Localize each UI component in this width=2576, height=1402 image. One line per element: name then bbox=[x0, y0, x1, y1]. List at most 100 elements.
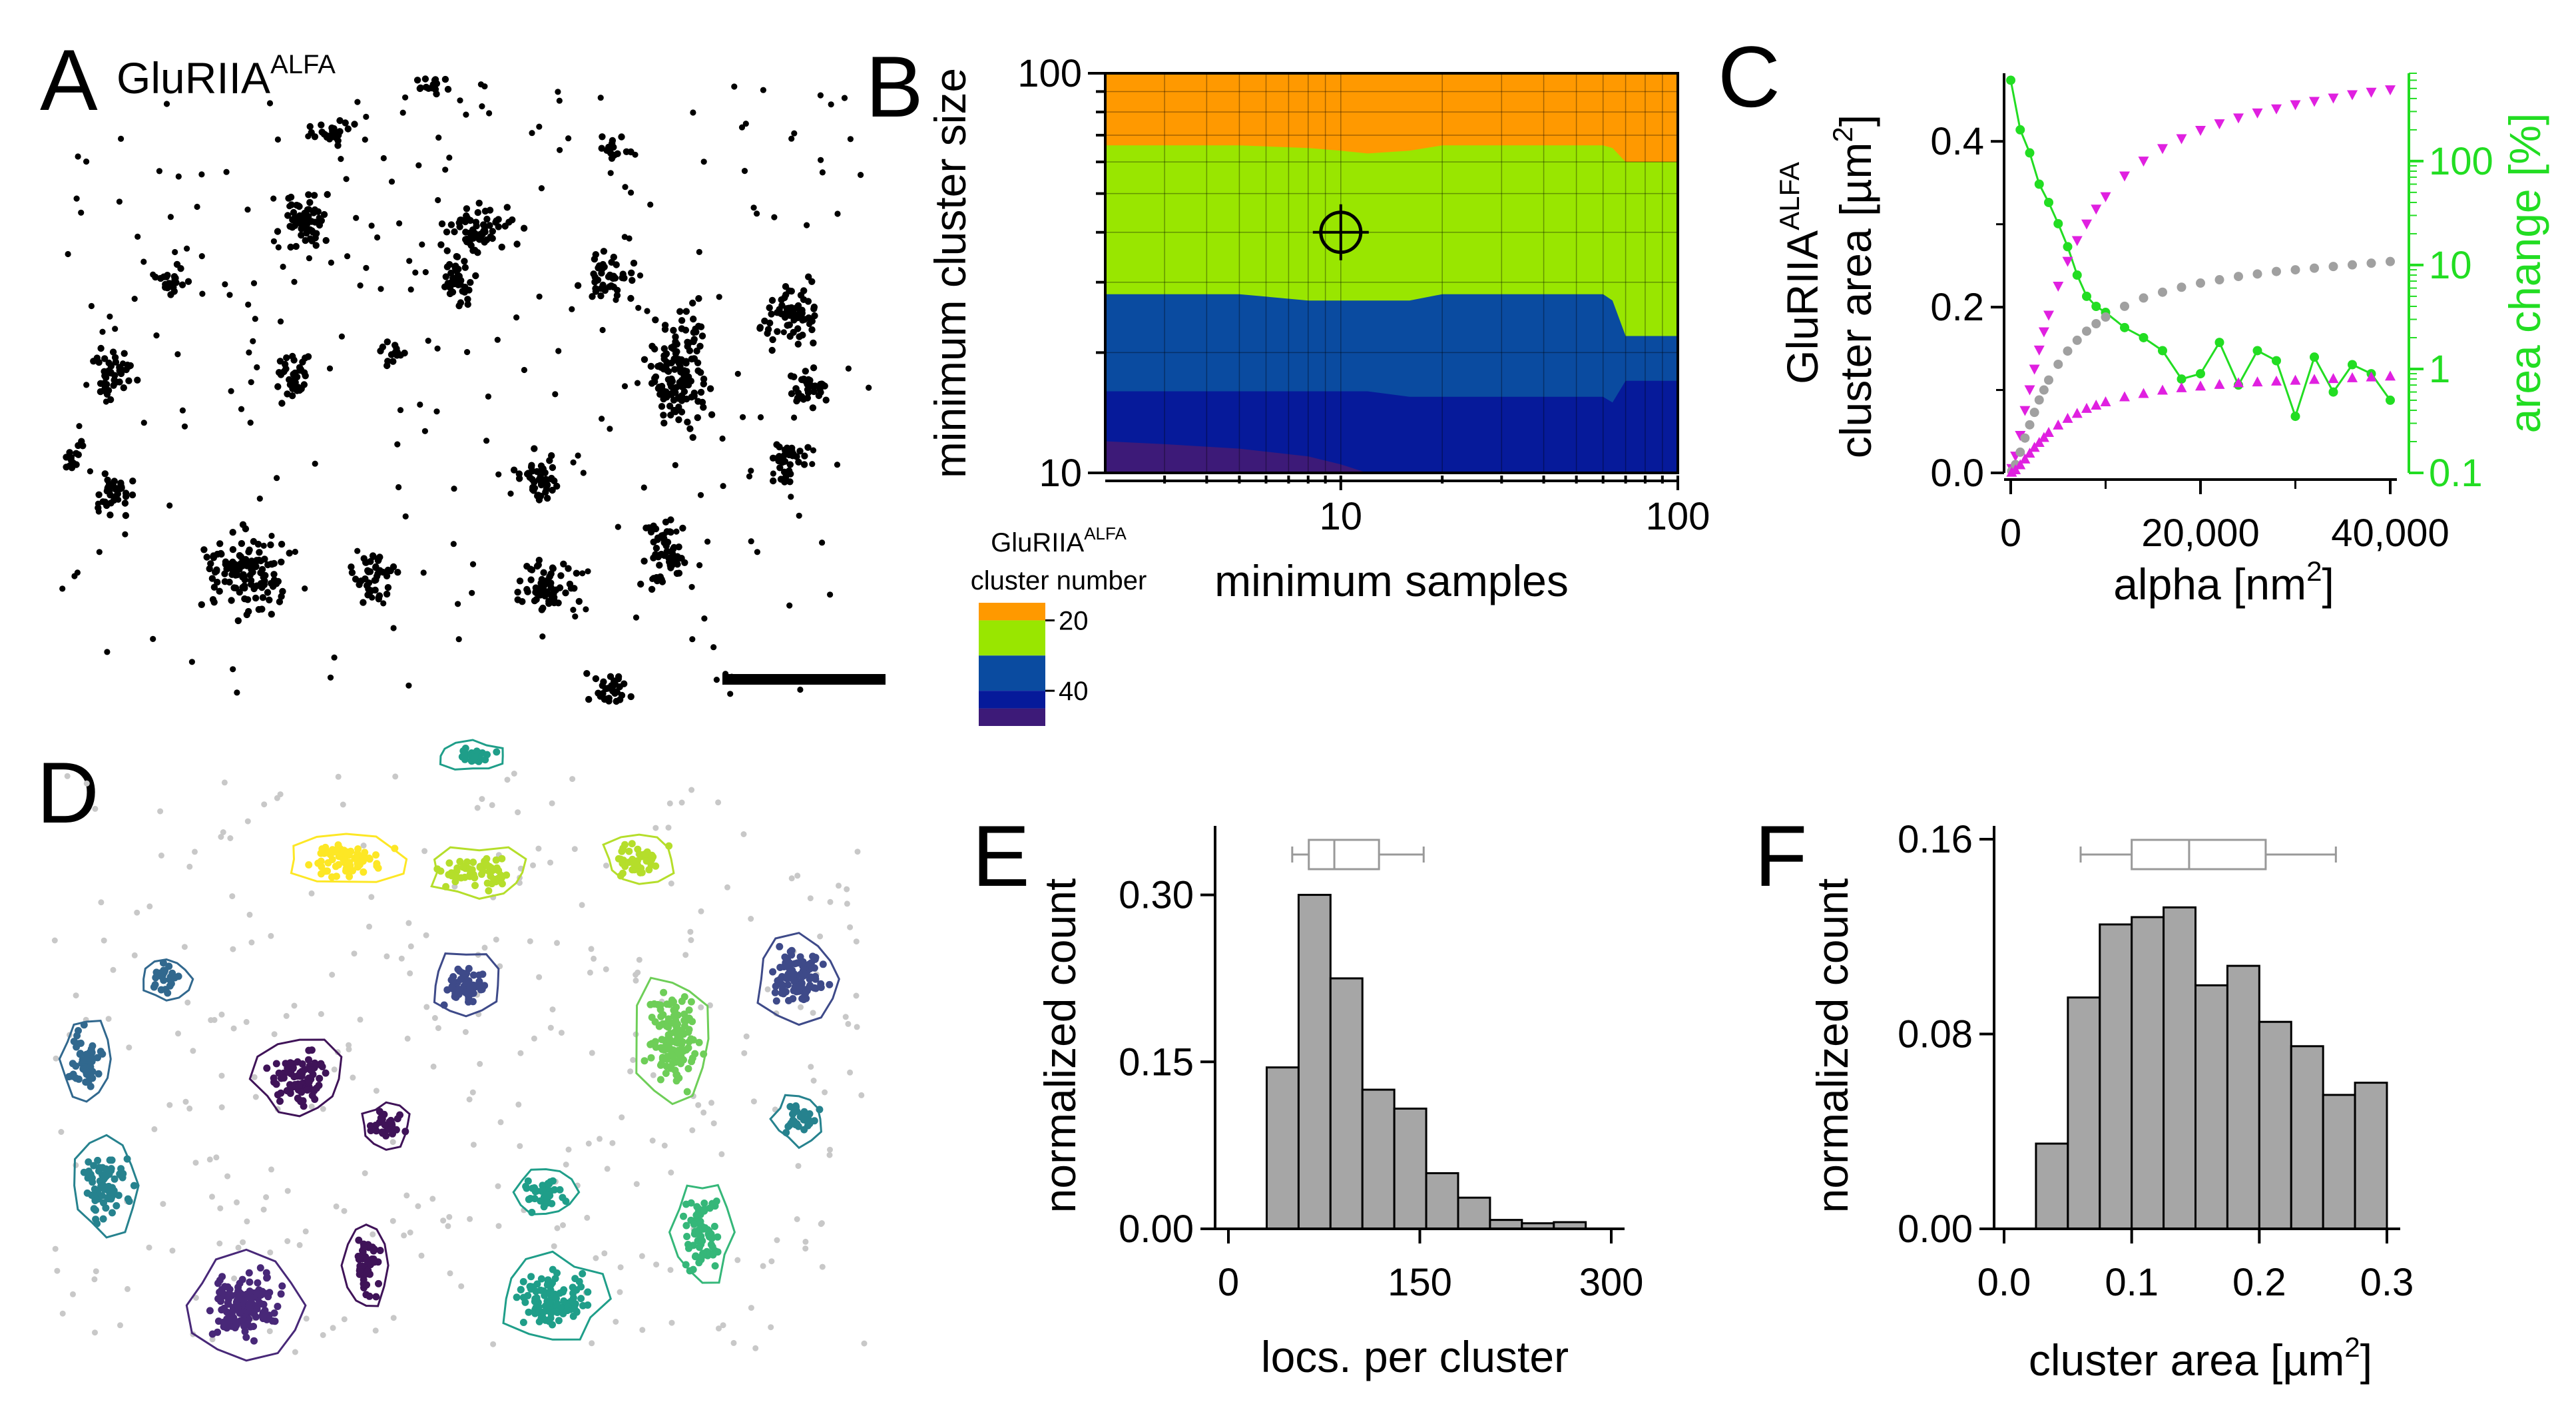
noise-point bbox=[277, 791, 284, 798]
noise-point bbox=[667, 1267, 674, 1273]
noise-point bbox=[192, 1160, 199, 1166]
noise-point bbox=[836, 882, 842, 889]
localization-point bbox=[510, 466, 518, 474]
localization-point bbox=[279, 587, 286, 595]
noise-point bbox=[688, 937, 694, 943]
localization-point bbox=[326, 133, 332, 139]
noise-point bbox=[724, 884, 730, 890]
localization-point bbox=[789, 452, 796, 460]
localization-point bbox=[481, 238, 488, 246]
x-tick-label: 0.0 bbox=[1977, 1261, 2031, 1304]
area-change-point bbox=[2328, 387, 2338, 397]
cluster-point bbox=[378, 1128, 386, 1136]
cluster-point bbox=[685, 1006, 693, 1014]
cluster-point bbox=[521, 1298, 529, 1306]
localization-point bbox=[641, 484, 647, 491]
localization-point bbox=[738, 124, 746, 131]
noise-point bbox=[530, 862, 536, 869]
noise-point bbox=[493, 936, 499, 943]
cluster-point bbox=[525, 1308, 533, 1316]
localization-point bbox=[298, 231, 305, 239]
localization-point bbox=[748, 538, 754, 545]
noise-point bbox=[398, 955, 405, 962]
localization-point bbox=[280, 263, 286, 270]
area-change-point bbox=[2072, 270, 2082, 280]
cluster-point bbox=[298, 1060, 306, 1068]
localization-point bbox=[316, 221, 324, 229]
noise-point bbox=[260, 1206, 267, 1213]
localization-point bbox=[774, 328, 781, 335]
cluster-point bbox=[152, 968, 160, 976]
localization-point bbox=[107, 512, 114, 519]
noise-point bbox=[302, 1228, 309, 1235]
localization-point bbox=[543, 482, 551, 489]
localization-point bbox=[110, 483, 117, 490]
panel-label-c: C bbox=[1718, 28, 1780, 125]
localization-point bbox=[766, 319, 774, 327]
localization-point bbox=[546, 457, 553, 464]
cluster-point bbox=[788, 966, 796, 974]
localization-point bbox=[306, 255, 312, 262]
localization-point bbox=[241, 595, 248, 603]
localization-point bbox=[312, 242, 320, 249]
localization-point bbox=[770, 477, 777, 485]
localization-point bbox=[331, 654, 338, 661]
localization-point bbox=[95, 358, 103, 366]
noise-point bbox=[184, 999, 191, 1006]
noise-point bbox=[707, 1002, 713, 1008]
noise-point bbox=[827, 1146, 833, 1153]
localization-point bbox=[754, 549, 760, 555]
localization-point bbox=[690, 315, 697, 323]
panel-b-xlabel: minimum samples bbox=[1214, 556, 1569, 605]
noise-point bbox=[101, 937, 107, 944]
cluster-point bbox=[664, 1023, 672, 1031]
cluster-point bbox=[260, 1301, 268, 1308]
localization-point bbox=[673, 559, 680, 566]
localization-point bbox=[369, 552, 377, 559]
localization-point bbox=[348, 563, 355, 571]
localization-point bbox=[246, 349, 252, 356]
localization-point bbox=[344, 253, 351, 260]
localization-point bbox=[131, 296, 138, 302]
localization-point bbox=[778, 296, 785, 304]
noise-point bbox=[633, 977, 639, 984]
localization-point bbox=[198, 601, 205, 608]
localization-point bbox=[804, 222, 810, 228]
localization-point bbox=[598, 145, 605, 152]
cluster-point bbox=[776, 942, 784, 950]
localization-point bbox=[450, 541, 457, 547]
noise-point bbox=[470, 1142, 477, 1148]
localization-point bbox=[389, 563, 397, 571]
series-lower-point bbox=[2019, 453, 2031, 464]
noise-point bbox=[243, 1018, 250, 1025]
cluster-point bbox=[298, 1070, 306, 1078]
localization-point bbox=[435, 135, 442, 141]
localization-point bbox=[607, 170, 614, 176]
localization-point bbox=[552, 586, 560, 593]
localization-point bbox=[292, 548, 298, 555]
noise-point bbox=[126, 1044, 132, 1051]
localization-point bbox=[457, 97, 463, 104]
localization-point bbox=[140, 258, 147, 265]
cluster-point bbox=[791, 983, 799, 991]
localization-point bbox=[253, 582, 260, 589]
localization-point bbox=[806, 320, 813, 328]
cluster-point bbox=[477, 871, 485, 878]
x-tick-label: 40,000 bbox=[2331, 512, 2449, 555]
cluster-point bbox=[555, 1317, 563, 1325]
localization-point bbox=[761, 317, 768, 325]
localization-point bbox=[628, 189, 635, 196]
localization-point bbox=[804, 386, 812, 394]
localization-point bbox=[372, 563, 380, 571]
noise-point bbox=[435, 1025, 441, 1032]
localization-point bbox=[310, 192, 318, 199]
cluster-point bbox=[680, 1022, 688, 1030]
noise-point bbox=[504, 777, 511, 783]
series-mean-point bbox=[2234, 272, 2243, 282]
cluster-point bbox=[802, 970, 810, 978]
localization-point bbox=[808, 326, 816, 334]
noise-point bbox=[91, 1276, 98, 1283]
series-lower-point bbox=[2385, 370, 2396, 381]
series-upper-point bbox=[2328, 93, 2339, 104]
